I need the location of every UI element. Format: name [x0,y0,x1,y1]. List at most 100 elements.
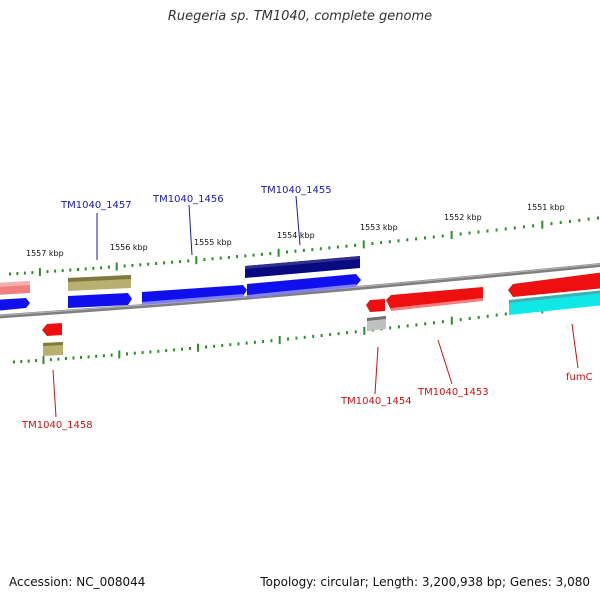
minor-tick [165,349,168,353]
gene-cyan[interactable] [509,290,600,315]
minor-tick [181,347,183,351]
minor-tick [84,267,87,271]
scale-label: 1553 kbp [360,223,398,232]
minor-tick [229,343,232,347]
minor-tick [345,244,348,248]
minor-tick [424,236,426,240]
minor-tick [468,231,471,235]
outer-scale-ticks [9,216,599,277]
callout-line [295,195,301,246]
minor-tick [69,268,72,272]
minor-tick [31,271,34,275]
callout-line [571,323,579,369]
minor-tick [171,260,174,264]
minor-tick [211,257,214,261]
minor-tick [270,339,273,343]
minor-tick [46,270,49,274]
minor-tick [64,357,67,360]
minor-tick [252,253,255,257]
gene-fumc[interactable] [508,272,600,297]
major-tick [278,335,281,344]
minor-tick [303,335,306,339]
scale-label: 1555 kbp [194,238,232,247]
minor-tick [57,357,60,361]
gene-label-tm1040-1454[interactable]: TM1040_1454 [340,396,412,407]
gene-tm1040-1454[interactable] [366,299,385,312]
minor-tick [424,322,427,326]
minor-tick [337,332,340,336]
minor-tick [213,344,216,348]
minor-tick [354,330,357,334]
minor-tick [441,234,444,238]
minor-tick [95,354,98,358]
minor-tick [294,249,297,253]
major-tick [541,220,544,229]
minor-tick [139,263,142,267]
minor-tick [513,226,516,230]
minor-tick [432,235,435,239]
scale-label: 1551 kbp [527,203,565,212]
minor-tick [35,359,38,363]
gene-tm1040-1457-fwd[interactable] [68,293,132,308]
gene-tm1040-1455-fwd[interactable] [247,274,361,297]
minor-tick [495,313,498,317]
minor-tick [141,351,144,355]
gene-label-tm1040-1457[interactable]: TM1040_1457 [60,200,132,211]
minor-tick [187,259,190,263]
minor-tick [189,347,191,350]
gene-tm1040-1458-red[interactable] [42,323,62,336]
gene-label-tm1040-1456[interactable]: TM1040_1456 [152,194,224,205]
minor-tick [20,360,23,363]
callout-line [188,204,193,256]
minor-tick [61,269,64,273]
gene-tm1040-1453[interactable] [386,287,483,310]
minor-tick [54,269,57,273]
minor-tick [23,271,26,275]
minor-tick [486,314,489,318]
minor-tick [163,261,166,265]
major-tick [450,231,453,239]
map-title: Ruegeria sp. TM1040, complete genome [167,9,433,24]
accession-text: Accession: NC_008044 [9,575,146,589]
minor-tick [578,218,581,222]
minor-tick [569,219,571,223]
minor-tick [80,355,82,359]
gene-label-tm1040-1455[interactable]: TM1040_1455 [260,185,332,196]
major-tick [277,248,280,257]
minor-tick [597,216,599,220]
minor-tick [126,352,128,356]
minor-tick [319,247,322,251]
minor-tick [397,239,400,243]
minor-tick [587,217,590,221]
gene-label-fumc[interactable]: fumC [566,372,593,383]
minor-tick [100,266,103,270]
minor-tick [16,272,19,275]
gene-label-tm1040-1453[interactable]: TM1040_1453 [417,387,489,398]
minor-tick [13,360,15,364]
gene-label-tm1040-1458[interactable]: TM1040_1458 [21,420,93,431]
minor-tick [312,334,315,338]
gene-blue-left[interactable] [0,298,30,311]
scale-label: 1554 kbp [277,231,315,240]
minor-tick [433,321,436,325]
minor-tick [286,250,288,254]
minor-tick [532,224,535,228]
minor-tick [389,326,392,330]
minor-tick [236,255,239,259]
scale-label: 1557 kbp [26,249,64,258]
gene-tm1040-1456[interactable] [142,285,247,304]
minor-tick [77,268,79,271]
minor-tick [522,225,525,229]
minor-tick [320,334,323,337]
genome-backbone [0,262,600,319]
minor-tick [245,341,248,345]
major-tick [118,350,121,359]
minor-tick [346,331,349,335]
minor-tick [92,266,95,270]
minor-tick [486,229,489,233]
minor-tick [336,245,339,249]
minor-tick [504,227,507,231]
major-tick [42,356,45,365]
